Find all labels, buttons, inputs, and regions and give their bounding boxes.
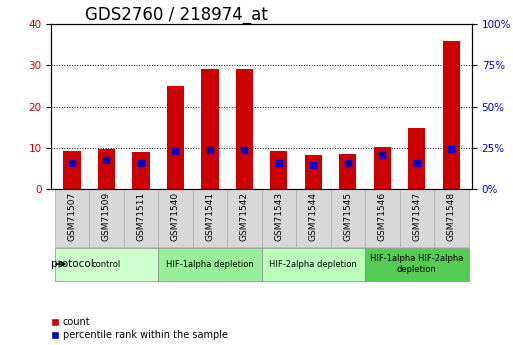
Bar — [55, 248, 158, 281]
Bar — [89, 189, 124, 247]
Bar — [365, 248, 468, 281]
Text: GDS2760 / 218974_at: GDS2760 / 218974_at — [85, 6, 268, 24]
Point — [68, 161, 76, 166]
Text: GSM71541: GSM71541 — [205, 192, 214, 241]
Bar — [193, 189, 227, 247]
Point — [103, 157, 111, 163]
Bar — [98, 149, 115, 189]
Text: GSM71511: GSM71511 — [136, 192, 146, 241]
Text: HIF-1alpha depletion: HIF-1alpha depletion — [166, 259, 254, 268]
Point — [447, 146, 456, 151]
Point — [309, 162, 318, 167]
Text: GSM71543: GSM71543 — [274, 192, 283, 241]
Bar — [330, 189, 365, 247]
Text: GSM71546: GSM71546 — [378, 192, 387, 241]
Point — [412, 160, 421, 165]
Bar — [55, 189, 89, 247]
Point — [240, 147, 248, 153]
Point — [378, 152, 386, 158]
Text: protocol: protocol — [51, 259, 93, 269]
Point — [137, 160, 145, 165]
Text: GSM71542: GSM71542 — [240, 192, 249, 241]
Bar — [236, 69, 253, 189]
Point — [171, 148, 180, 154]
Text: GSM71540: GSM71540 — [171, 192, 180, 241]
Text: HIF-1alpha HIF-2alpha
depletion: HIF-1alpha HIF-2alpha depletion — [370, 254, 463, 274]
Bar — [305, 155, 322, 189]
Bar — [201, 69, 219, 189]
Point — [206, 147, 214, 153]
Bar — [434, 189, 468, 247]
Bar — [132, 152, 150, 189]
Bar — [124, 189, 158, 247]
Text: GSM71545: GSM71545 — [343, 192, 352, 241]
Point — [275, 160, 283, 166]
Bar — [262, 248, 365, 281]
Legend: count, percentile rank within the sample: count, percentile rank within the sample — [51, 317, 228, 340]
Bar — [365, 189, 400, 247]
Bar — [408, 128, 425, 189]
Bar — [400, 189, 434, 247]
Text: GSM71507: GSM71507 — [68, 192, 76, 241]
Bar — [296, 189, 330, 247]
Bar — [339, 154, 357, 189]
Point — [344, 161, 352, 166]
Text: GSM71509: GSM71509 — [102, 192, 111, 241]
Text: GSM71548: GSM71548 — [447, 192, 456, 241]
Bar — [158, 189, 193, 247]
Text: GSM71544: GSM71544 — [309, 192, 318, 241]
Bar — [270, 151, 287, 189]
Text: HIF-2alpha depletion: HIF-2alpha depletion — [269, 259, 357, 268]
Bar — [158, 248, 262, 281]
Text: control: control — [92, 259, 121, 268]
Bar — [262, 189, 296, 247]
Bar — [227, 189, 262, 247]
Bar — [167, 86, 184, 189]
Text: GSM71547: GSM71547 — [412, 192, 421, 241]
Bar — [64, 151, 81, 189]
Bar — [443, 41, 460, 189]
Bar — [373, 147, 391, 189]
